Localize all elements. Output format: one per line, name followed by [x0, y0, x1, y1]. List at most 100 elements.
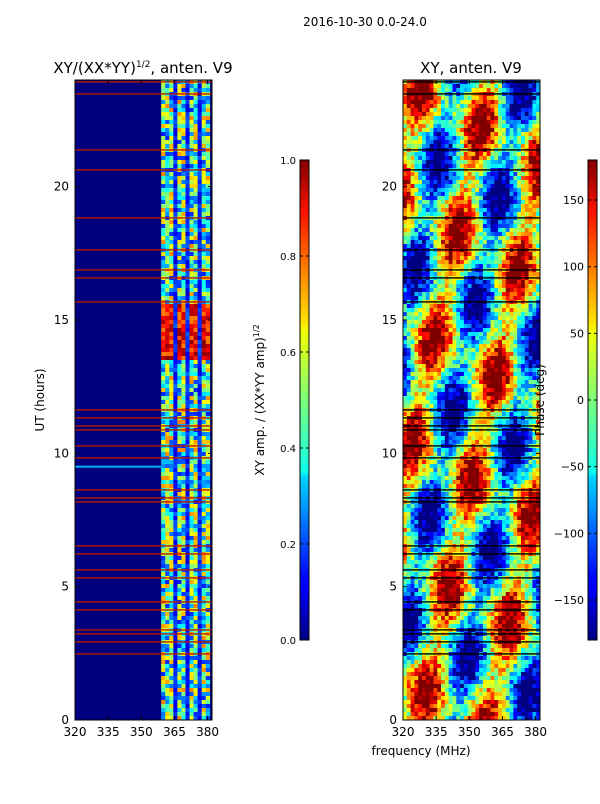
phase-cell — [433, 240, 437, 244]
phase-cell — [464, 384, 468, 388]
phase-cell — [418, 116, 422, 120]
phase-cell — [517, 400, 521, 404]
heatmap-cell — [177, 420, 181, 424]
phase-cell — [502, 140, 506, 144]
phase-cell — [491, 344, 495, 348]
heatmap-cell — [202, 296, 206, 300]
phase-cell — [418, 364, 422, 368]
heatmap-cell — [169, 116, 173, 120]
phase-cell — [411, 232, 415, 236]
phase-cell — [468, 316, 472, 320]
phase-cell — [479, 344, 483, 348]
phase-cell — [532, 116, 536, 120]
phase-cell — [472, 144, 476, 148]
phase-cell — [502, 320, 506, 324]
phase-cell — [464, 348, 468, 352]
phase-cell — [498, 140, 502, 144]
phase-cell — [506, 204, 510, 208]
phase-cell — [483, 164, 487, 168]
heatmap-cell — [181, 156, 185, 160]
heatmap-cell — [165, 188, 169, 192]
phase-cell — [487, 272, 491, 276]
heatmap-cell — [185, 348, 189, 352]
phase-cell — [513, 296, 517, 300]
phase-cell — [422, 132, 426, 136]
heatmap-cell — [181, 328, 185, 332]
phase-cell — [411, 116, 415, 120]
phase-cell — [437, 200, 441, 204]
phase-cell — [513, 156, 517, 160]
phase-cell — [430, 372, 434, 376]
phase-cell — [464, 172, 468, 176]
phase-cell — [525, 320, 529, 324]
heatmap-cell — [185, 288, 189, 292]
heatmap-cell — [185, 532, 189, 536]
phase-cell — [502, 136, 506, 140]
heatmap-cell — [190, 684, 194, 688]
phase-cell — [498, 88, 502, 92]
phase-cell — [445, 352, 449, 356]
phase-cell — [449, 156, 453, 160]
phase-cell — [411, 364, 415, 368]
phase-cell — [491, 352, 495, 356]
phase-cell — [494, 124, 498, 128]
heatmap-cell — [194, 504, 198, 508]
heatmap-cell — [161, 280, 165, 284]
heatmap-cell — [177, 656, 181, 660]
phase-cell — [491, 264, 495, 268]
heatmap-cell — [185, 384, 189, 388]
phase-cell — [483, 372, 487, 376]
phase-cell — [532, 124, 536, 128]
heatmap-cell — [185, 344, 189, 348]
phase-cell — [426, 320, 430, 324]
phase-cell — [479, 112, 483, 116]
phase-cell — [407, 260, 411, 264]
heatmap-cell — [161, 592, 165, 596]
phase-cell — [529, 116, 533, 120]
phase-cell — [414, 328, 418, 332]
heatmap-cell — [202, 152, 206, 156]
phase-cell — [494, 360, 498, 364]
phase-cell — [407, 332, 411, 336]
phase-cell — [513, 400, 517, 404]
phase-cell — [510, 244, 514, 248]
phase-cell — [430, 200, 434, 204]
phase-cell — [403, 384, 407, 388]
phase-cell — [475, 220, 479, 224]
phase-cell — [464, 372, 468, 376]
heatmap-cell — [198, 700, 202, 704]
phase-cell — [433, 260, 437, 264]
phase-cell — [475, 192, 479, 196]
phase-cell — [426, 128, 430, 132]
heatmap-cell — [169, 460, 173, 464]
phase-cell — [498, 256, 502, 260]
phase-cell — [456, 372, 460, 376]
phase-cell — [437, 232, 441, 236]
phase-cell — [418, 308, 422, 312]
heatmap-cell — [194, 520, 198, 524]
phase-cell — [506, 292, 510, 296]
phase-cell — [430, 368, 434, 372]
phase-cell — [437, 236, 441, 240]
phase-cell — [468, 392, 472, 396]
heatmap-cell — [161, 560, 165, 564]
phase-cell — [502, 88, 506, 92]
phase-cell — [441, 244, 445, 248]
heatmap-cell — [202, 264, 206, 268]
phase-cell — [411, 100, 415, 104]
heatmap-cell — [181, 384, 185, 388]
phase-cell — [456, 104, 460, 108]
heatmap-cell — [165, 160, 169, 164]
heatmap-cell — [198, 304, 202, 308]
phase-cell — [426, 384, 430, 388]
heatmap-cell — [173, 708, 177, 712]
phase-cell — [464, 88, 468, 92]
phase-cell — [506, 232, 510, 236]
phase-cell — [513, 336, 517, 340]
heatmap-cell — [173, 468, 177, 472]
phase-cell — [437, 356, 441, 360]
phase-cell — [510, 400, 514, 404]
phase-cell — [525, 124, 529, 128]
heatmap-cell — [185, 556, 189, 560]
phase-cell — [418, 164, 422, 168]
